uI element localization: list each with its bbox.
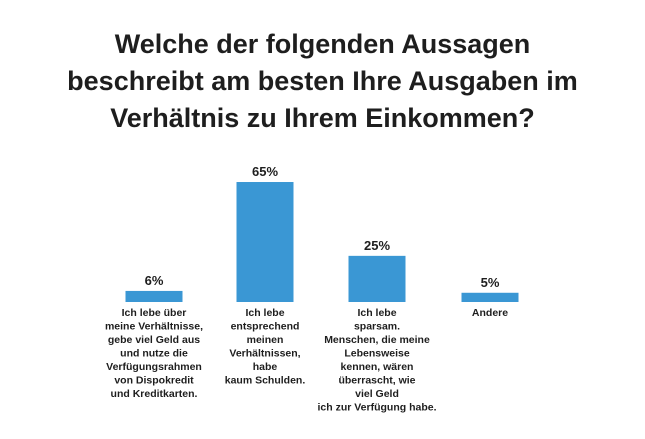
- value-label-4: 5%: [481, 275, 500, 290]
- category-label-4: Andere: [472, 307, 508, 319]
- category-label-line: kennen, wären: [341, 361, 414, 373]
- value-label-2: 65%: [252, 164, 278, 179]
- chart-title-line: Welche der folgenden Aussagen: [114, 29, 531, 59]
- value-label-1: 6%: [145, 273, 164, 288]
- category-label-line: kaum Schulden.: [225, 375, 306, 387]
- bar-1: [125, 290, 183, 302]
- category-label-line: habe: [253, 361, 278, 373]
- category-label-line: Ich lebe: [245, 307, 284, 319]
- category-label-line: und nutze die: [120, 348, 188, 360]
- category-label-line: viel Geld: [355, 388, 399, 400]
- category-label-line: Verfügungsrahmen: [106, 361, 202, 373]
- category-label-line: entsprechend: [231, 321, 300, 333]
- category-label-line: überrascht, wie: [338, 375, 415, 387]
- category-label-line: und Kreditkarten.: [111, 388, 198, 400]
- category-label-line: ich zur Verfügung habe.: [317, 402, 436, 414]
- category-label-line: gebe viel Geld aus: [108, 334, 200, 346]
- category-label-1: Ich lebe über meine Verhältnisse, gebe vie…: [105, 307, 203, 400]
- category-label-line: Lebensweise: [344, 348, 410, 360]
- category-label-3: Ich lebe sparsam. Menschen, die meine Leben…: [317, 307, 436, 414]
- bar-3: [348, 255, 406, 302]
- category-label-line: meinen: [247, 334, 284, 346]
- chart-title: Welche der folgenden Aussagen beschreibt…: [0, 26, 645, 137]
- chart-title-line: beschreibt am besten Ihre Ausgaben im: [67, 66, 578, 96]
- category-label-line: Andere: [472, 307, 508, 319]
- category-label-line: Verhältnissen,: [229, 348, 300, 360]
- bar-4: [461, 292, 519, 302]
- category-label-line: sparsam.: [354, 321, 400, 333]
- category-label-line: Ich lebe über: [122, 307, 187, 319]
- value-label-3: 25%: [364, 238, 390, 253]
- bar-2: [236, 182, 294, 302]
- category-label-line: Menschen, die meine: [324, 334, 430, 346]
- category-label-line: von Dispokredit: [114, 375, 194, 387]
- category-label-line: meine Verhältnisse,: [105, 321, 203, 333]
- chart-title-line: Verhältnis zu Ihrem Einkommen?: [110, 103, 535, 133]
- category-label-line: Ich lebe: [357, 307, 396, 319]
- category-label-2: Ich lebe entsprechend meinen Verhältnissen,…: [225, 307, 306, 387]
